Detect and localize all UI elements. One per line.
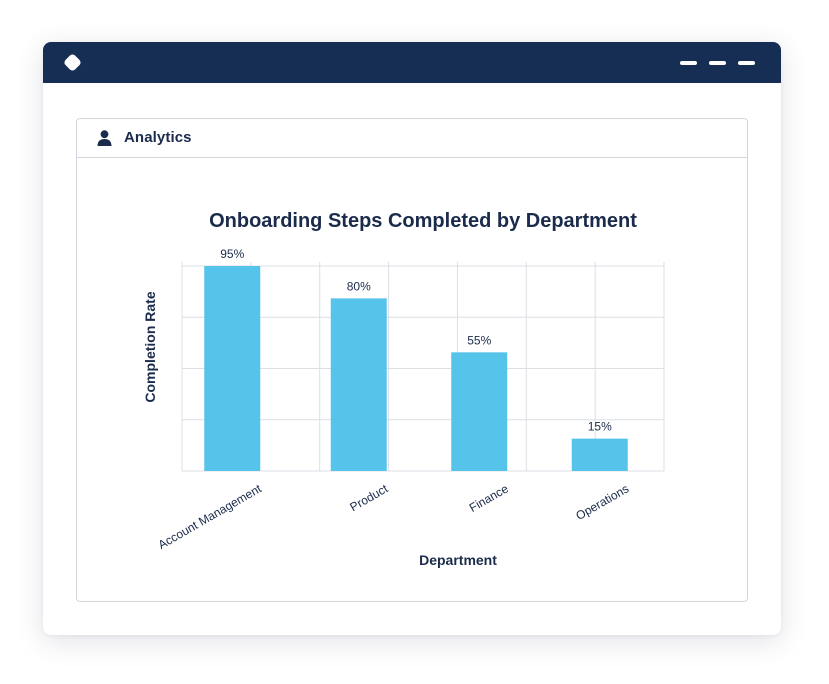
x-tick-label: Account Management	[156, 481, 265, 552]
chart-grid	[181, 262, 665, 472]
x-axis-title: Department	[419, 552, 497, 568]
chart-title: Onboarding Steps Completed by Department	[209, 210, 637, 232]
diamond-icon[interactable]	[62, 52, 83, 73]
minimize-dash-icon[interactable]	[680, 61, 697, 65]
app-window: Analytics Onboarding Steps Completed by …	[43, 42, 781, 635]
x-tick-label: Finance	[467, 481, 511, 515]
title-bar	[43, 42, 781, 83]
panel-header: Analytics	[77, 119, 747, 158]
maximize-dash-icon[interactable]	[709, 61, 726, 65]
data-label: 15%	[588, 420, 612, 434]
x-tick-label: Product	[347, 481, 390, 514]
chart-data-labels: 95% 80% 55% 15%	[220, 247, 612, 434]
bar-account-management	[204, 266, 261, 471]
bar-product	[330, 298, 387, 471]
bar-chart: Onboarding Steps Completed by Department…	[142, 210, 665, 568]
x-tick-label: Operations	[573, 481, 631, 522]
data-label: 80%	[347, 279, 371, 293]
bar-finance	[451, 352, 508, 471]
user-icon	[97, 130, 112, 146]
chart-bars	[204, 266, 628, 471]
bar-operations	[571, 438, 628, 471]
x-tick-labels: Account Management Product Finance Operatio…	[156, 481, 632, 552]
analytics-panel: Analytics Onboarding Steps Completed by …	[76, 118, 748, 602]
close-dash-icon[interactable]	[738, 61, 755, 65]
data-label: 55%	[467, 333, 491, 347]
y-axis-title: Completion Rate	[142, 291, 158, 402]
panel-title: Analytics	[124, 129, 192, 146]
data-label: 95%	[220, 247, 244, 261]
